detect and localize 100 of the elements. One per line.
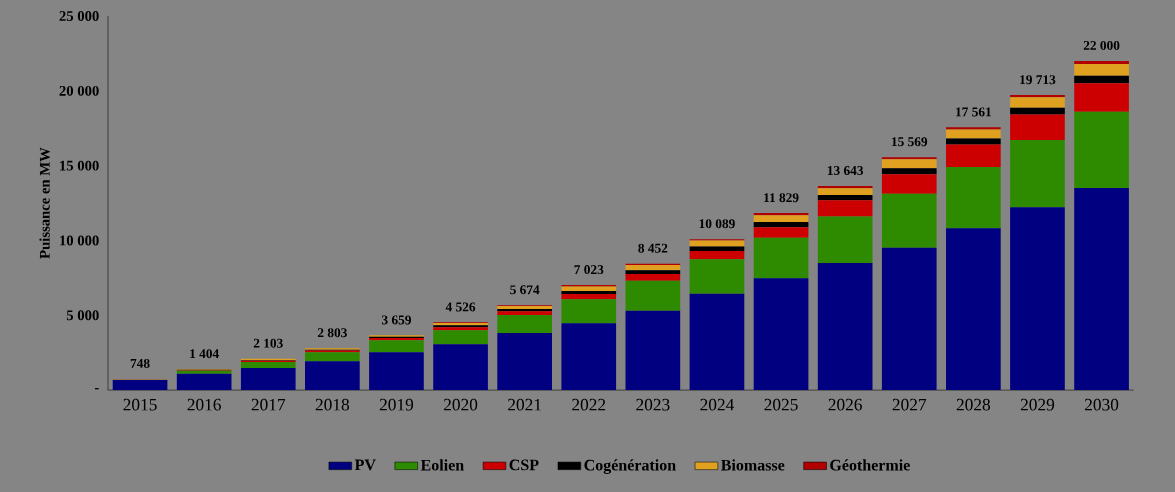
legend-label: Eolien xyxy=(420,459,464,471)
bar xyxy=(753,237,809,279)
x-tick-label: 2016 xyxy=(187,398,221,411)
bar xyxy=(1074,83,1129,112)
bar xyxy=(305,361,360,391)
bar xyxy=(817,194,873,201)
legend-label: Géothermie xyxy=(830,459,910,471)
bar xyxy=(881,174,937,194)
legend-label: Biomasse xyxy=(721,459,785,471)
bar xyxy=(625,280,681,311)
bar xyxy=(561,299,617,324)
bar xyxy=(561,286,617,291)
x-tick-label: 2029 xyxy=(1020,398,1055,411)
total-label: 748 xyxy=(130,358,150,368)
bar xyxy=(946,166,1001,229)
total-label: 15 569 xyxy=(891,137,928,147)
bar xyxy=(625,274,681,281)
total-label: 11 829 xyxy=(764,193,799,203)
total-label: 2 803 xyxy=(317,328,347,338)
bar xyxy=(946,228,1001,391)
bar xyxy=(561,290,617,294)
bar xyxy=(753,215,809,223)
bar xyxy=(753,278,809,391)
bar xyxy=(1010,139,1065,208)
x-tick-label: 2024 xyxy=(700,398,735,411)
x-tick-label: 2023 xyxy=(636,398,670,411)
bar xyxy=(240,367,296,391)
bar xyxy=(305,352,360,362)
bar xyxy=(1074,60,1129,64)
total-label: 22 000 xyxy=(1083,40,1120,50)
bar xyxy=(240,361,296,368)
bar xyxy=(881,168,937,175)
bar xyxy=(753,222,809,228)
bar xyxy=(1074,188,1129,391)
total-label: 7 023 xyxy=(574,265,604,274)
total-label: 8 452 xyxy=(638,243,668,253)
total-label: 2 103 xyxy=(253,338,283,348)
x-tick-label: 2017 xyxy=(251,398,286,411)
total-label: 5 674 xyxy=(510,285,540,295)
total-label: 10 089 xyxy=(699,219,735,229)
x-tick-label: 2015 xyxy=(123,398,157,411)
bar xyxy=(1074,111,1129,189)
total-label: 3 659 xyxy=(381,315,411,325)
bar xyxy=(433,330,488,345)
bar xyxy=(817,262,873,391)
bar xyxy=(561,323,617,391)
x-tick-label: 2025 xyxy=(764,398,798,411)
x-tick-label: 2022 xyxy=(572,398,606,411)
bar xyxy=(112,379,168,391)
legend-label: CSP xyxy=(509,459,539,471)
bar xyxy=(561,293,617,300)
bar xyxy=(1010,114,1065,140)
y-tick-label: 10 000 xyxy=(60,235,99,246)
bar xyxy=(817,200,873,217)
bar xyxy=(689,240,745,247)
bar xyxy=(625,270,681,275)
bar xyxy=(946,127,1001,130)
x-tick-label: 2026 xyxy=(828,398,862,411)
bar xyxy=(817,216,873,263)
total-label: 4 526 xyxy=(445,302,476,312)
legend-label: Cogénération xyxy=(584,459,676,474)
x-tick-label: 2020 xyxy=(443,398,478,411)
bar xyxy=(946,144,1001,167)
y-tick-label: - xyxy=(94,388,99,390)
bar xyxy=(1010,207,1065,391)
x-tick-label: 2021 xyxy=(508,398,541,411)
bar xyxy=(625,310,681,391)
bar xyxy=(881,159,937,169)
y-tick-label: 5 000 xyxy=(66,310,99,321)
x-tick-label: 2030 xyxy=(1084,398,1119,411)
bar xyxy=(1010,97,1065,108)
bar xyxy=(497,314,552,333)
legend-label: PV xyxy=(354,459,376,471)
bar xyxy=(369,352,424,391)
bar xyxy=(497,332,552,391)
bar xyxy=(689,293,745,391)
y-axis-title: Puissance en MW xyxy=(39,147,50,259)
bar xyxy=(689,251,745,260)
x-tick-label: 2019 xyxy=(379,398,414,411)
bar xyxy=(881,193,937,248)
x-tick-label: 2018 xyxy=(315,398,350,411)
total-label: 1 404 xyxy=(190,349,219,359)
bar xyxy=(753,227,809,238)
total-label: 17 561 xyxy=(956,107,992,117)
total-label: 13 643 xyxy=(827,165,864,175)
y-tick-label: 15 000 xyxy=(60,160,99,171)
bar xyxy=(946,129,1001,139)
bar xyxy=(433,344,488,391)
x-tick-label: 2027 xyxy=(892,398,927,411)
bar xyxy=(369,340,424,353)
y-tick-label: 20 000 xyxy=(59,85,99,96)
x-tick-label: 2028 xyxy=(956,398,991,411)
y-tick-label: 25 000 xyxy=(59,11,99,21)
bar xyxy=(946,138,1001,145)
bar xyxy=(817,188,873,195)
bar xyxy=(881,247,937,391)
bar xyxy=(625,265,681,271)
total-label: 19 713 xyxy=(1020,75,1056,85)
bar xyxy=(689,259,745,294)
bar xyxy=(1010,107,1065,115)
